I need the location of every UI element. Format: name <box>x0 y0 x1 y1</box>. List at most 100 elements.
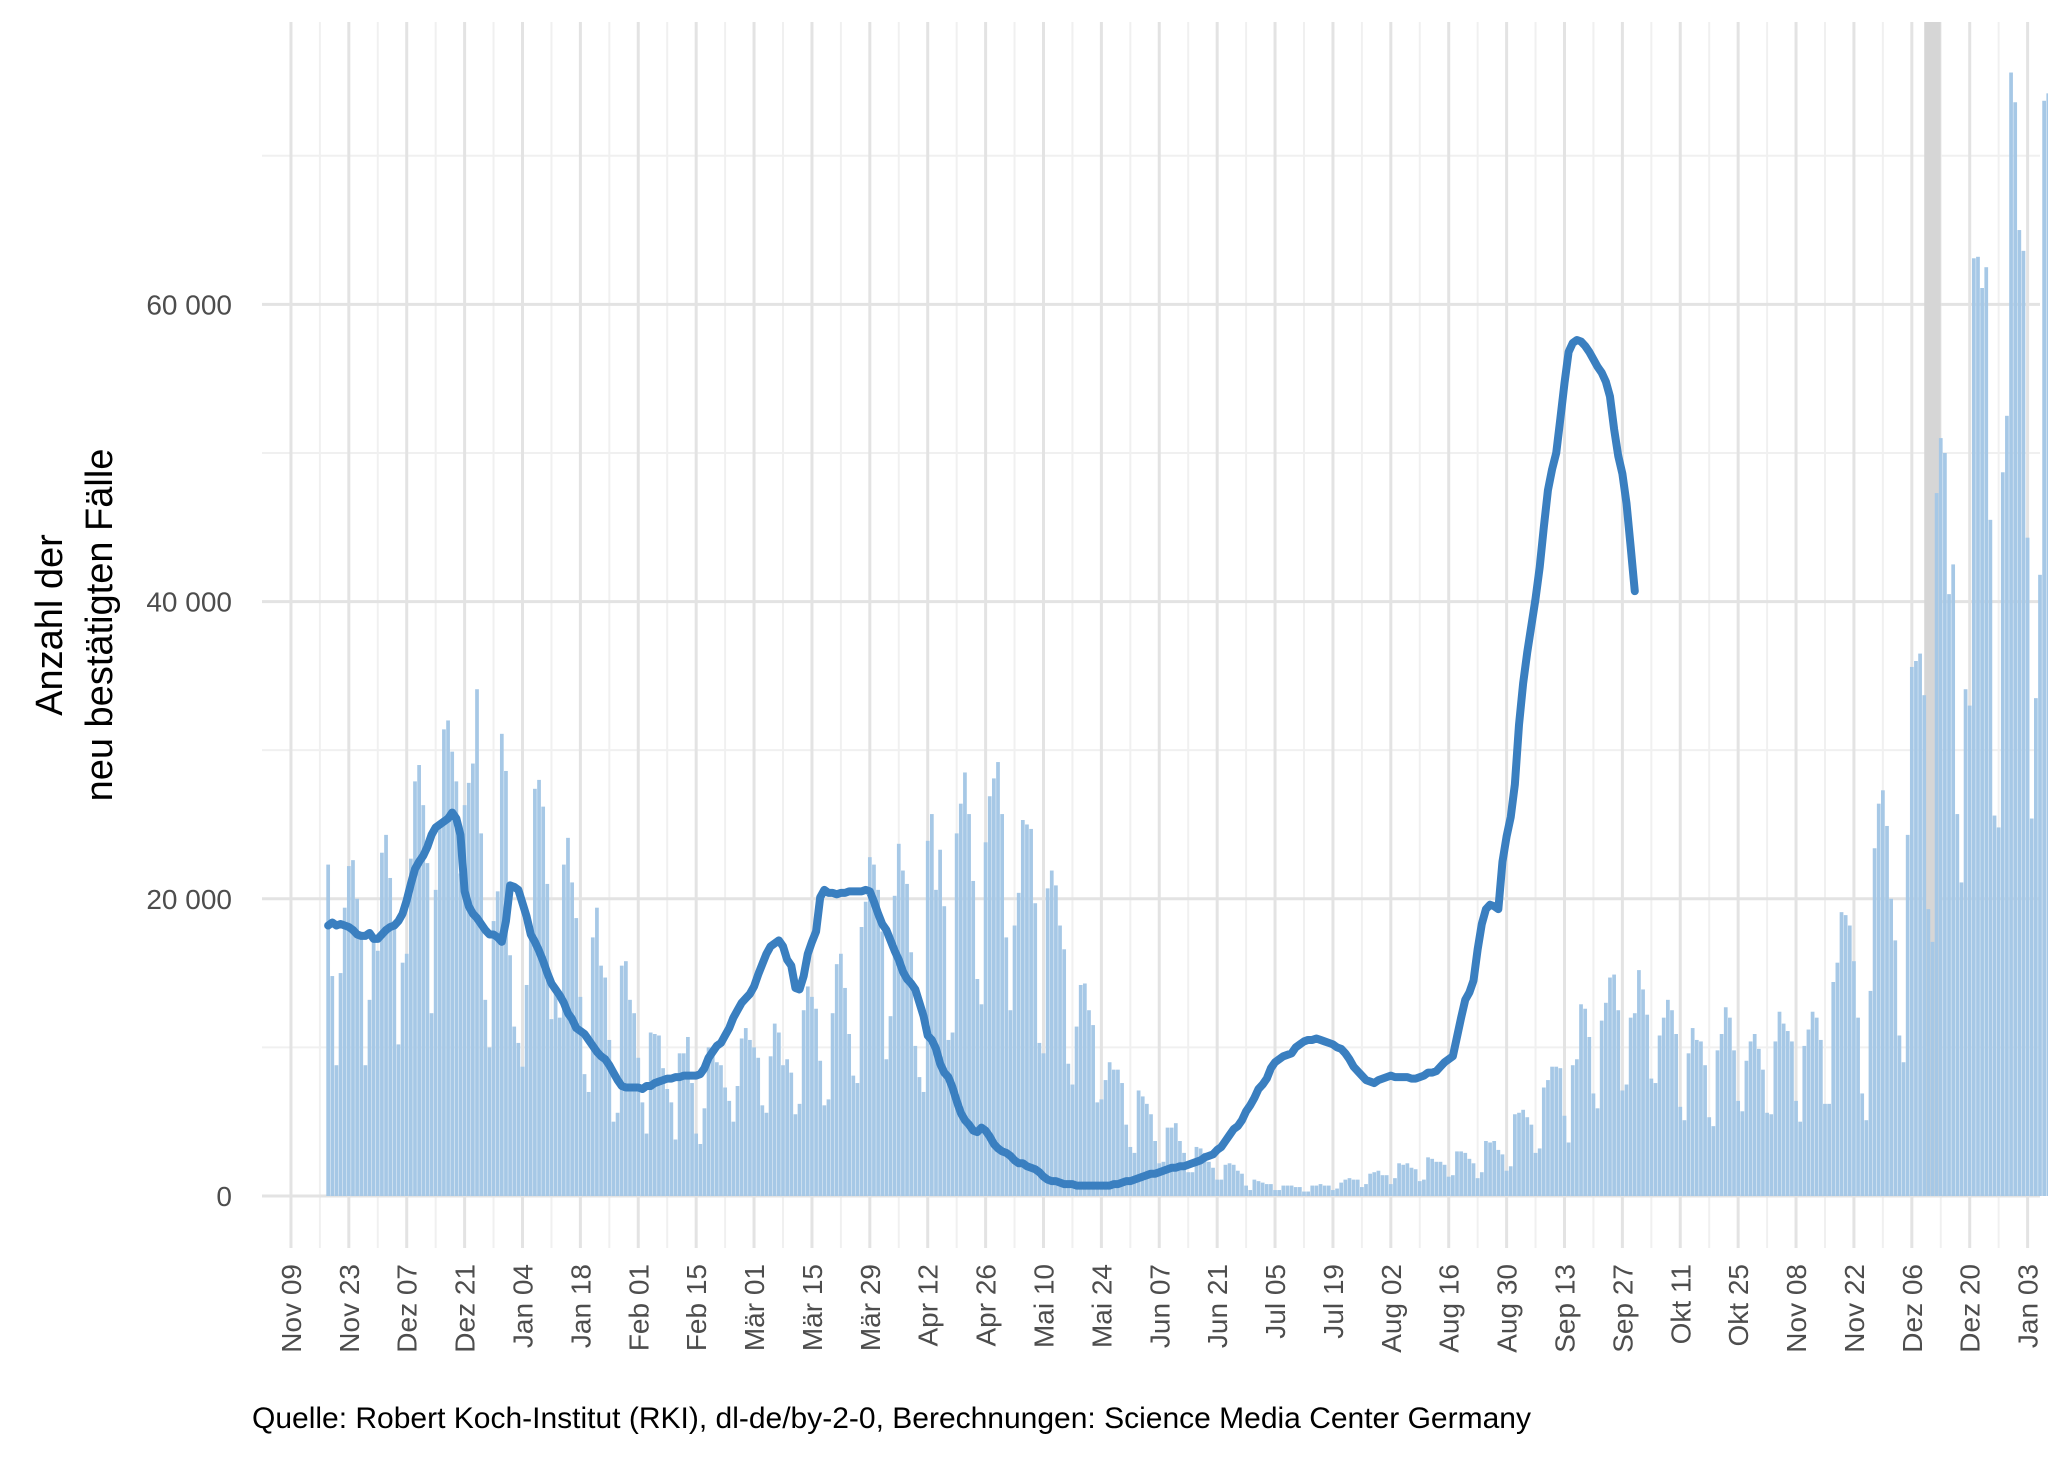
bar <box>1173 1123 1178 1196</box>
x-tick-label: Feb 01 <box>623 1264 654 1351</box>
bar <box>628 999 632 1196</box>
bar <box>1289 1185 1294 1196</box>
bar <box>541 806 546 1196</box>
bar <box>652 1034 657 1196</box>
bar <box>1438 1161 1443 1196</box>
x-tick-label: Feb 15 <box>681 1264 712 1351</box>
bar <box>938 849 942 1196</box>
bar <box>1694 1039 1699 1196</box>
bar <box>2013 102 2018 1196</box>
bar <box>1761 1069 1765 1196</box>
bar <box>975 979 980 1196</box>
bar <box>446 720 450 1196</box>
bar <box>1682 1120 1687 1196</box>
bar <box>1736 1100 1741 1196</box>
bar <box>574 918 579 1196</box>
bar <box>1537 1148 1542 1196</box>
bar <box>963 772 967 1196</box>
x-tick-label: Sep 13 <box>1549 1264 1580 1353</box>
bar <box>1091 1025 1095 1196</box>
bar <box>1864 1120 1869 1196</box>
bar <box>1951 564 1956 1196</box>
bar <box>896 843 901 1196</box>
bar <box>1372 1172 1377 1196</box>
bar <box>1649 1078 1654 1196</box>
bar <box>1124 1124 1129 1196</box>
bar <box>1140 1096 1145 1196</box>
bar <box>1926 909 1931 1196</box>
bar <box>355 898 359 1196</box>
bar <box>1930 941 1935 1196</box>
bar <box>818 1060 823 1196</box>
bar <box>1413 1169 1418 1196</box>
bar <box>710 1053 715 1196</box>
bar <box>371 938 376 1196</box>
bar <box>1790 1041 1794 1196</box>
x-tick-label: Jul 05 <box>1260 1264 1291 1339</box>
bar <box>913 1045 918 1196</box>
bar <box>1215 1179 1220 1196</box>
bar <box>661 1068 665 1196</box>
bar <box>582 1074 587 1196</box>
bar <box>987 796 992 1196</box>
bar <box>1306 1191 1310 1196</box>
bar <box>1318 1184 1323 1196</box>
bar <box>491 921 496 1196</box>
bar <box>1087 1010 1091 1196</box>
bar <box>1777 1011 1782 1196</box>
bar <box>971 880 976 1196</box>
bar <box>1558 1068 1563 1196</box>
bar <box>545 883 550 1196</box>
bar <box>1314 1185 1319 1196</box>
bar <box>1405 1163 1410 1196</box>
bar <box>396 1044 401 1196</box>
bar <box>1198 1148 1203 1196</box>
bar <box>801 1010 806 1196</box>
bar <box>611 1121 616 1196</box>
bar <box>1120 1083 1124 1196</box>
seven-day-average-line <box>324 336 1639 1190</box>
bar <box>1533 1152 1538 1196</box>
bar <box>1802 1045 1807 1196</box>
bar <box>1707 1117 1712 1196</box>
bar <box>1732 1050 1736 1196</box>
bar <box>437 824 442 1196</box>
bar <box>326 864 331 1196</box>
x-tick-label: Jan 03 <box>2013 1264 2044 1348</box>
bar <box>1380 1175 1385 1196</box>
bar <box>772 1023 777 1196</box>
bar <box>409 858 413 1196</box>
bar <box>1393 1178 1397 1196</box>
bar <box>1240 1173 1244 1196</box>
bar <box>1285 1185 1290 1196</box>
bar <box>1881 790 1885 1196</box>
bar <box>1653 1083 1658 1196</box>
bar <box>404 953 409 1196</box>
bar <box>785 1059 789 1196</box>
bar <box>466 782 471 1196</box>
bar <box>561 864 566 1196</box>
bar <box>1967 705 1972 1196</box>
bar <box>1798 1121 1803 1196</box>
bar <box>384 834 388 1196</box>
bar <box>351 860 355 1196</box>
bar <box>1099 1099 1104 1196</box>
bar <box>1442 1164 1447 1196</box>
bar <box>690 1083 694 1196</box>
bar <box>586 1091 591 1196</box>
bar <box>1422 1179 1426 1196</box>
bar <box>1161 1161 1166 1196</box>
x-tick-label: Apr 12 <box>913 1264 944 1347</box>
bar <box>380 852 384 1196</box>
bar <box>1430 1158 1435 1196</box>
bar <box>1434 1161 1439 1196</box>
bar <box>346 866 351 1196</box>
bar <box>1897 1035 1902 1196</box>
bar <box>1269 1184 1273 1196</box>
bar <box>1541 1087 1546 1196</box>
bar <box>1033 903 1038 1196</box>
bar <box>1095 1102 1100 1196</box>
bar <box>1785 1031 1790 1196</box>
bar <box>1678 1106 1683 1196</box>
bar <box>1045 888 1050 1196</box>
